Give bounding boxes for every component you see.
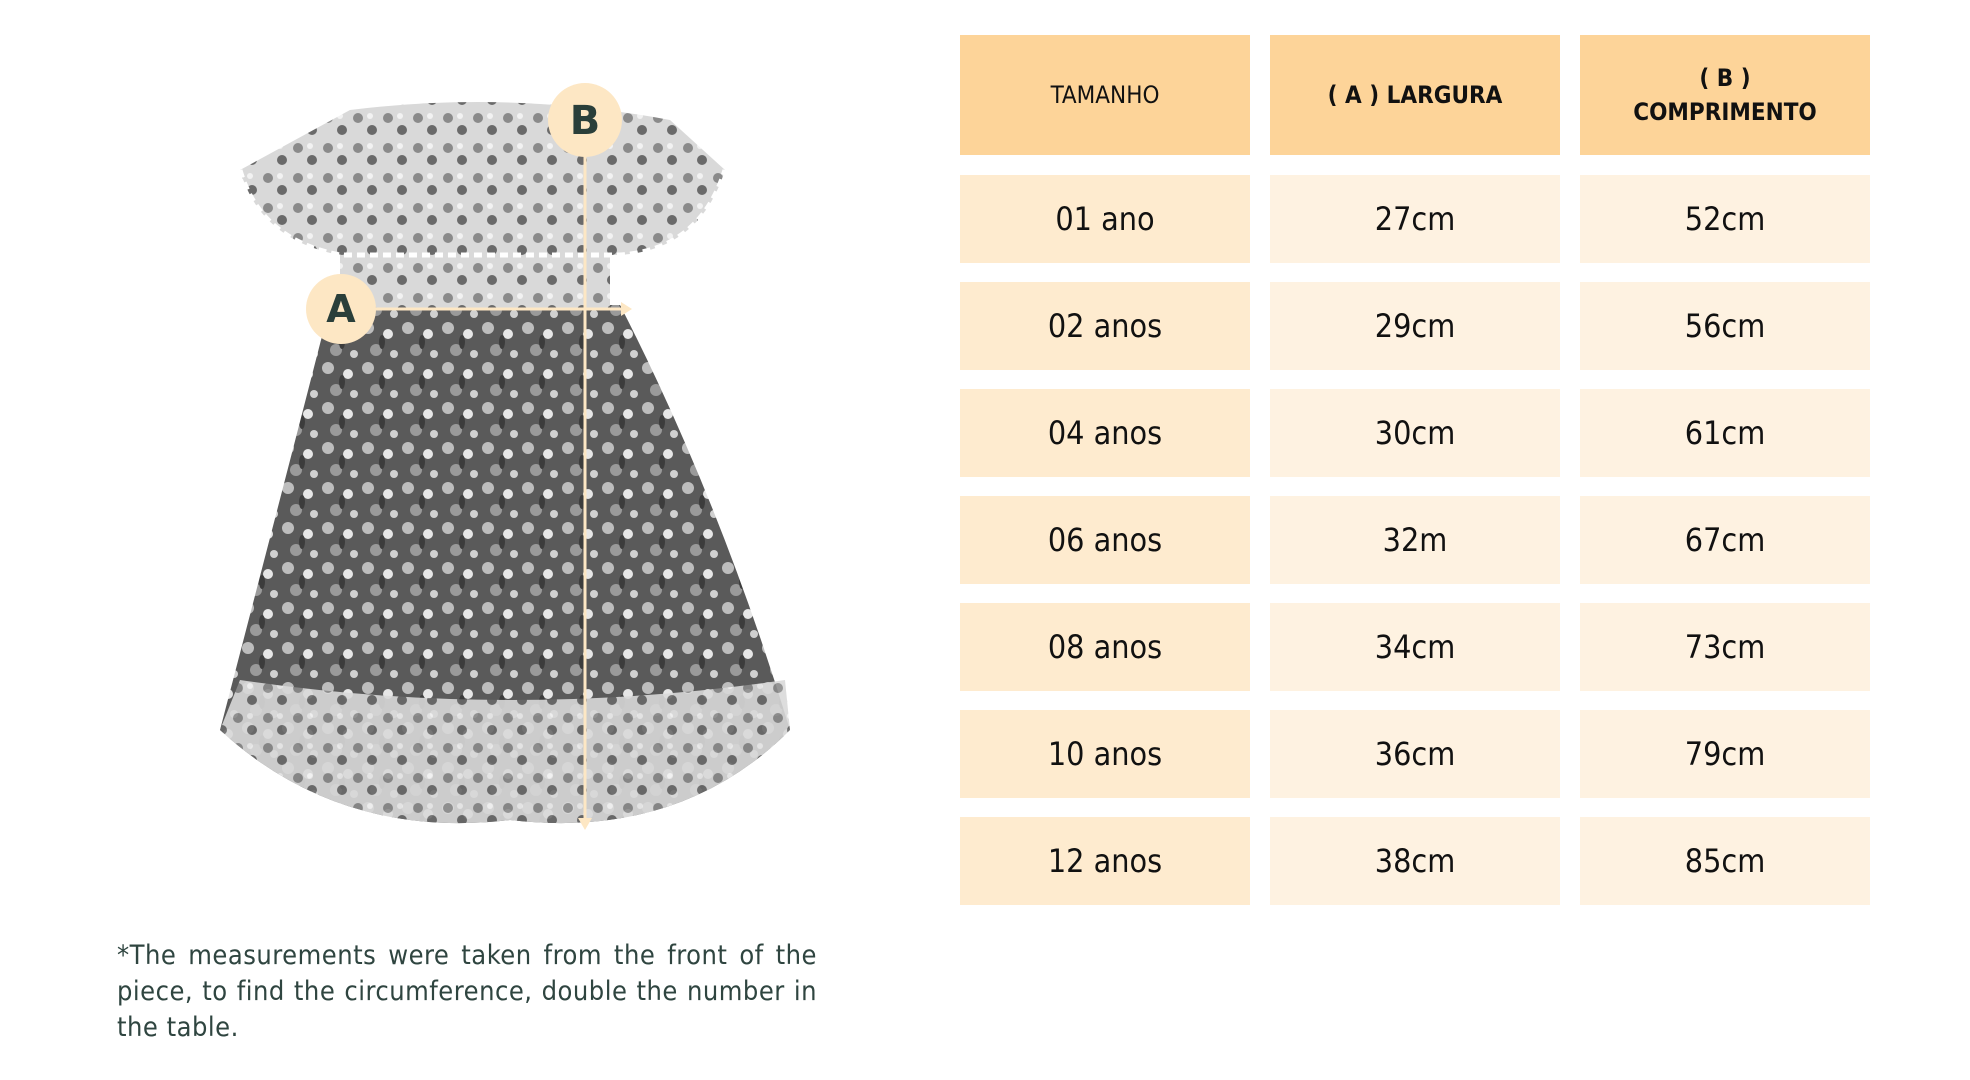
header-tamanho: TAMANHO	[960, 35, 1250, 155]
table-cell-length: 56cm	[1580, 282, 1870, 370]
table-cell-size: 04 anos	[960, 389, 1250, 477]
table-cell-size: 06 anos	[960, 496, 1250, 584]
table-cell-size: 01 ano	[960, 175, 1250, 263]
dress-image	[220, 102, 790, 824]
table-cell-width: 38cm	[1270, 817, 1560, 905]
table-cell-length: 79cm	[1580, 710, 1870, 798]
table-cell-size: 02 anos	[960, 282, 1250, 370]
table-cell-size: 12 anos	[960, 817, 1250, 905]
table-cell-length: 52cm	[1580, 175, 1870, 263]
table-cell-width: 32m	[1270, 496, 1560, 584]
table-cell-length: 73cm	[1580, 603, 1870, 691]
table-cell-width: 34cm	[1270, 603, 1560, 691]
table-cell-width: 36cm	[1270, 710, 1560, 798]
table-cell-width: 29cm	[1270, 282, 1560, 370]
size-table: TAMANHO ( A ) LARGURA ( B ) COMPRIMENTO …	[960, 35, 1870, 924]
table-cell-length: 85cm	[1580, 817, 1870, 905]
measurement-note: *The measurements were taken from the fr…	[117, 940, 817, 1043]
header-largura: ( A ) LARGURA	[1270, 35, 1560, 155]
table-cell-width: 27cm	[1270, 175, 1560, 263]
table-cell-width: 30cm	[1270, 389, 1560, 477]
table-cell-length: 67cm	[1580, 496, 1870, 584]
table-cell-length: 61cm	[1580, 389, 1870, 477]
table-cell-size: 08 anos	[960, 603, 1250, 691]
table-cell-size: 10 anos	[960, 710, 1250, 798]
header-comprimento: ( B ) COMPRIMENTO	[1580, 35, 1870, 155]
